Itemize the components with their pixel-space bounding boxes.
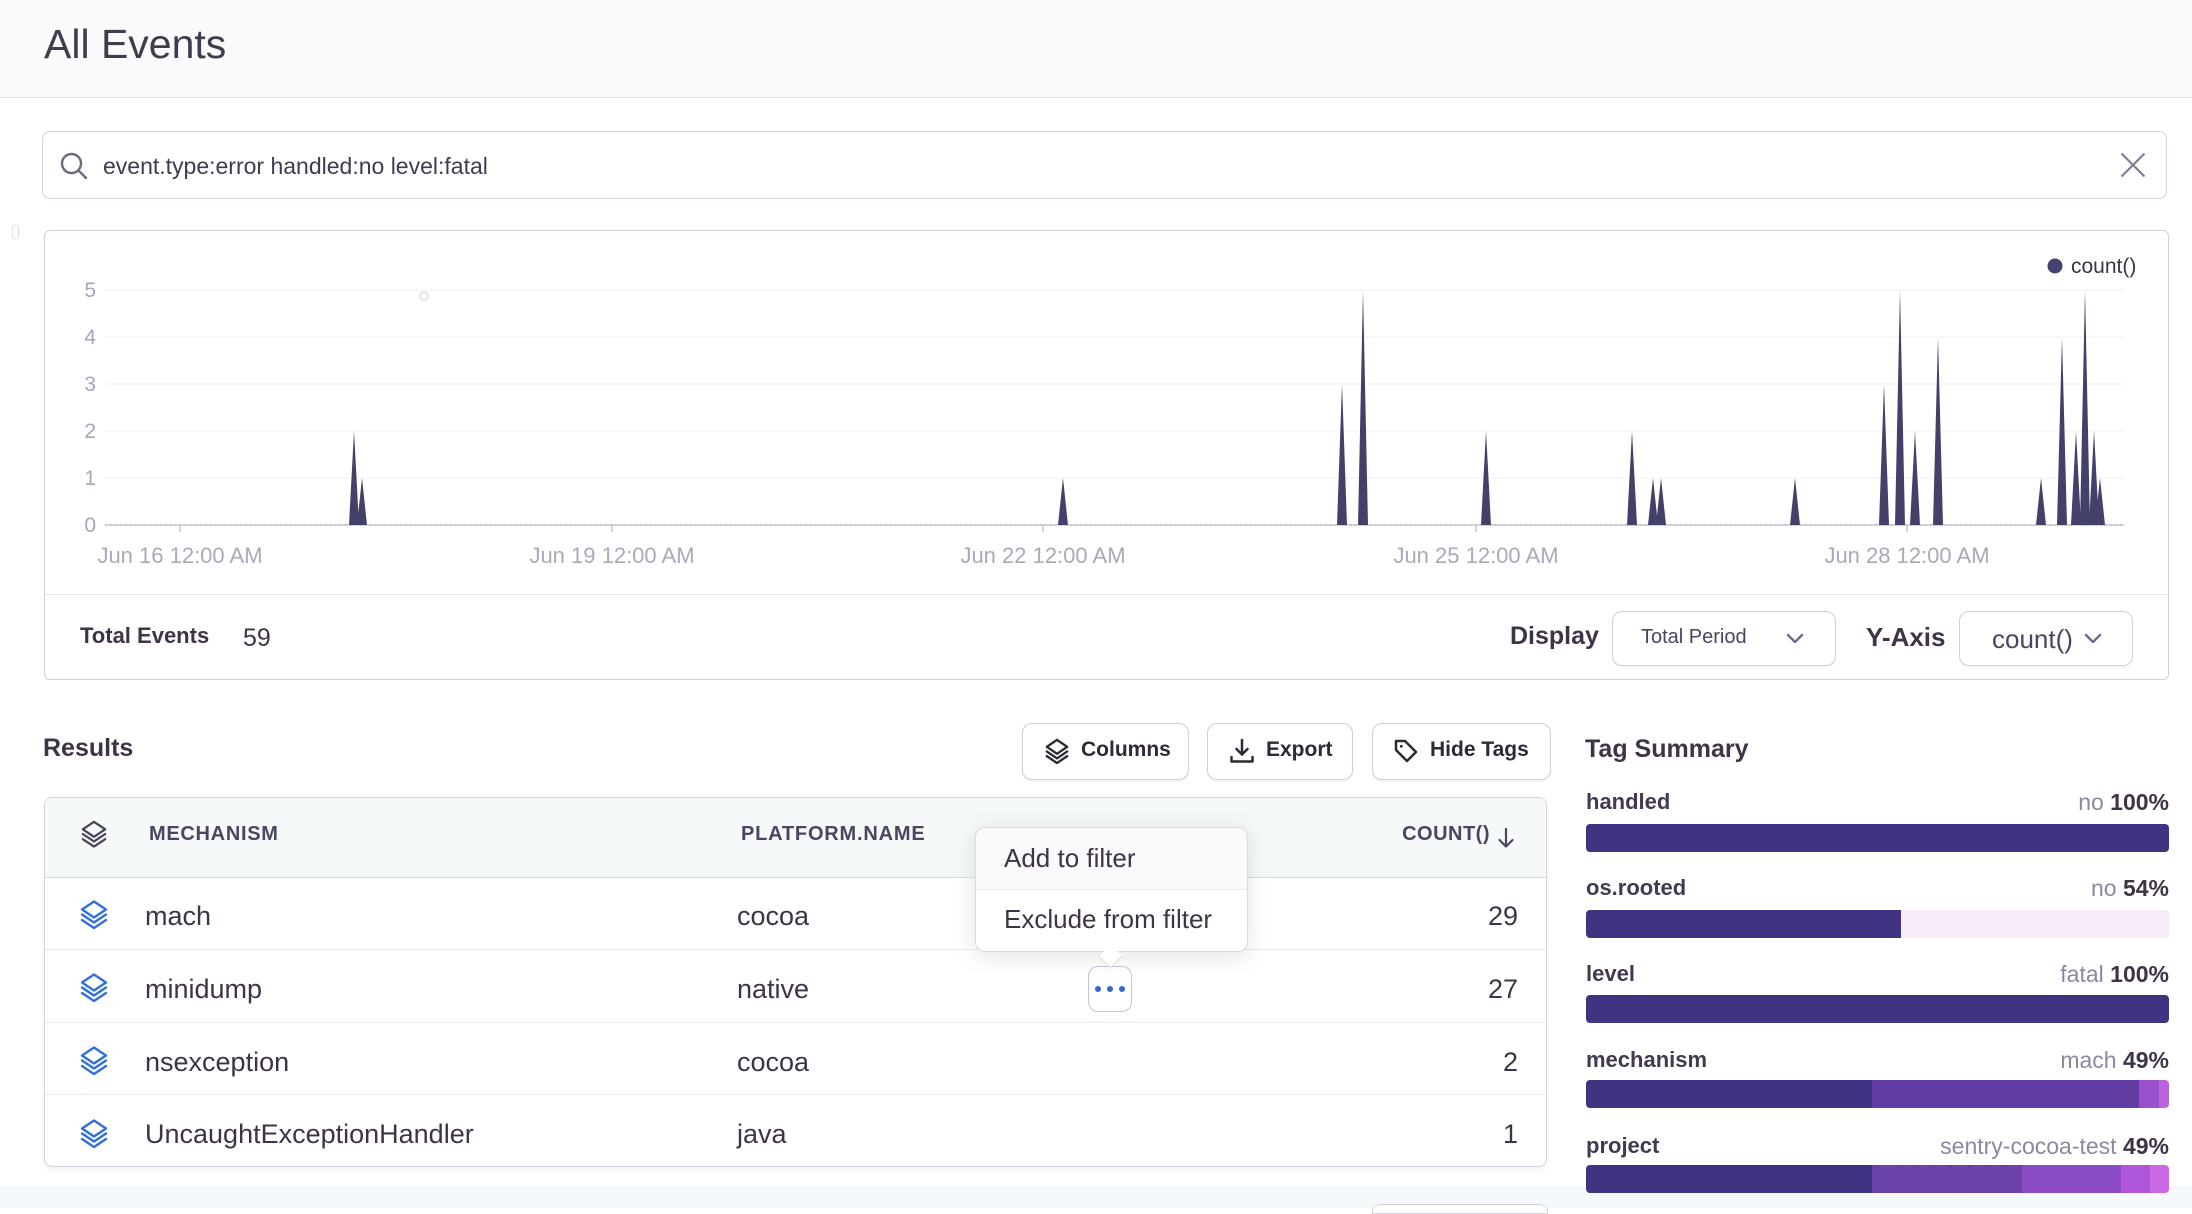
svg-text:Jun 28 12:00 AM: Jun 28 12:00 AM (1824, 543, 1989, 568)
svg-text:5: 5 (84, 279, 96, 302)
svg-text:count(): count() (2071, 255, 2136, 278)
svg-text:4: 4 (84, 326, 96, 349)
svg-text:1: 1 (84, 467, 96, 490)
svg-text:Jun 19 12:00 AM: Jun 19 12:00 AM (529, 543, 694, 568)
svg-text:2: 2 (84, 420, 96, 443)
svg-text:Jun 25 12:00 AM: Jun 25 12:00 AM (1393, 543, 1558, 568)
svg-text:0: 0 (84, 514, 96, 537)
svg-text:Jun 22 12:00 AM: Jun 22 12:00 AM (960, 543, 1125, 568)
svg-text:Jun 16 12:00 AM: Jun 16 12:00 AM (97, 543, 262, 568)
svg-text:3: 3 (84, 373, 96, 396)
